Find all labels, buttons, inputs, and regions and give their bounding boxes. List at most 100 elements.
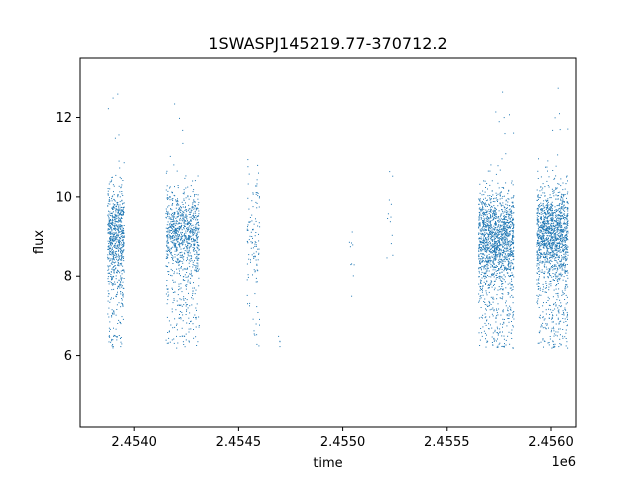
data-point bbox=[172, 258, 173, 260]
data-point bbox=[115, 268, 117, 270]
data-point bbox=[478, 232, 480, 234]
data-point bbox=[554, 248, 556, 250]
data-point bbox=[553, 236, 555, 238]
data-point bbox=[175, 229, 177, 231]
data-point bbox=[539, 190, 541, 192]
data-point bbox=[188, 242, 190, 244]
data-point bbox=[122, 296, 124, 298]
data-point bbox=[553, 345, 555, 347]
data-point bbox=[542, 203, 544, 204]
data-point bbox=[512, 347, 514, 349]
data-point bbox=[482, 213, 484, 215]
data-point bbox=[536, 257, 538, 259]
data-point bbox=[178, 285, 180, 287]
data-point bbox=[488, 248, 490, 250]
data-point bbox=[554, 257, 556, 259]
data-point bbox=[565, 338, 567, 339]
data-point bbox=[500, 250, 502, 252]
data-point bbox=[171, 241, 173, 243]
data-point bbox=[198, 210, 200, 212]
data-point bbox=[545, 223, 547, 225]
data-point bbox=[482, 314, 484, 316]
data-point bbox=[559, 212, 561, 214]
data-point bbox=[193, 200, 195, 202]
data-point bbox=[482, 245, 484, 247]
data-point bbox=[490, 223, 492, 225]
data-point bbox=[501, 197, 503, 199]
data-point bbox=[188, 328, 190, 330]
data-point bbox=[258, 345, 260, 347]
data-point bbox=[256, 269, 258, 271]
data-point bbox=[107, 254, 109, 256]
data-point bbox=[561, 200, 563, 202]
data-point bbox=[109, 226, 110, 228]
data-point bbox=[250, 259, 251, 261]
data-point bbox=[540, 236, 542, 238]
data-point bbox=[186, 322, 188, 324]
data-point bbox=[563, 207, 565, 209]
data-point bbox=[495, 221, 496, 223]
data-point bbox=[541, 269, 543, 271]
data-point bbox=[194, 233, 196, 235]
data-point bbox=[490, 276, 492, 278]
data-point bbox=[486, 309, 487, 311]
data-point bbox=[509, 287, 511, 289]
data-point bbox=[564, 188, 566, 190]
data-point bbox=[565, 229, 567, 231]
data-point bbox=[552, 315, 554, 317]
data-point bbox=[555, 268, 557, 270]
data-point bbox=[559, 263, 561, 265]
data-point bbox=[490, 296, 492, 298]
data-point bbox=[509, 114, 510, 116]
data-point bbox=[177, 201, 179, 202]
data-point bbox=[551, 205, 553, 207]
data-point bbox=[488, 291, 490, 293]
data-point bbox=[115, 314, 117, 316]
data-point bbox=[196, 262, 198, 264]
data-point bbox=[113, 246, 115, 248]
data-point bbox=[193, 231, 195, 233]
data-point bbox=[501, 234, 503, 236]
data-point bbox=[172, 242, 174, 243]
data-point bbox=[558, 273, 560, 275]
data-point bbox=[185, 213, 187, 215]
data-point bbox=[486, 229, 488, 231]
data-point bbox=[560, 218, 562, 220]
data-point bbox=[108, 251, 110, 253]
data-point bbox=[508, 255, 510, 257]
data-point bbox=[555, 215, 557, 217]
data-point bbox=[167, 247, 169, 249]
data-point bbox=[172, 327, 174, 329]
data-point bbox=[538, 247, 540, 249]
data-point bbox=[113, 234, 115, 235]
data-point bbox=[499, 243, 501, 245]
data-point bbox=[490, 237, 492, 238]
data-point bbox=[480, 208, 482, 210]
data-point bbox=[559, 221, 561, 223]
data-point bbox=[493, 258, 495, 260]
data-point bbox=[561, 193, 563, 195]
data-point bbox=[177, 262, 179, 264]
data-point bbox=[551, 327, 553, 329]
data-point bbox=[562, 237, 564, 239]
data-point bbox=[512, 259, 514, 261]
data-point bbox=[536, 294, 538, 296]
data-point bbox=[193, 243, 195, 245]
data-point bbox=[565, 251, 567, 253]
data-point bbox=[192, 224, 194, 226]
data-point bbox=[120, 214, 122, 216]
data-point bbox=[496, 194, 498, 196]
data-point bbox=[493, 258, 495, 260]
data-point bbox=[186, 246, 188, 248]
data-point bbox=[480, 241, 482, 242]
data-point bbox=[495, 258, 497, 260]
data-point bbox=[192, 180, 194, 182]
data-point bbox=[482, 253, 484, 255]
data-point bbox=[279, 340, 281, 342]
data-point bbox=[111, 176, 113, 178]
data-point bbox=[542, 234, 544, 236]
data-point bbox=[193, 212, 195, 214]
data-point bbox=[507, 255, 509, 257]
data-point bbox=[512, 326, 514, 328]
data-point bbox=[114, 219, 116, 221]
